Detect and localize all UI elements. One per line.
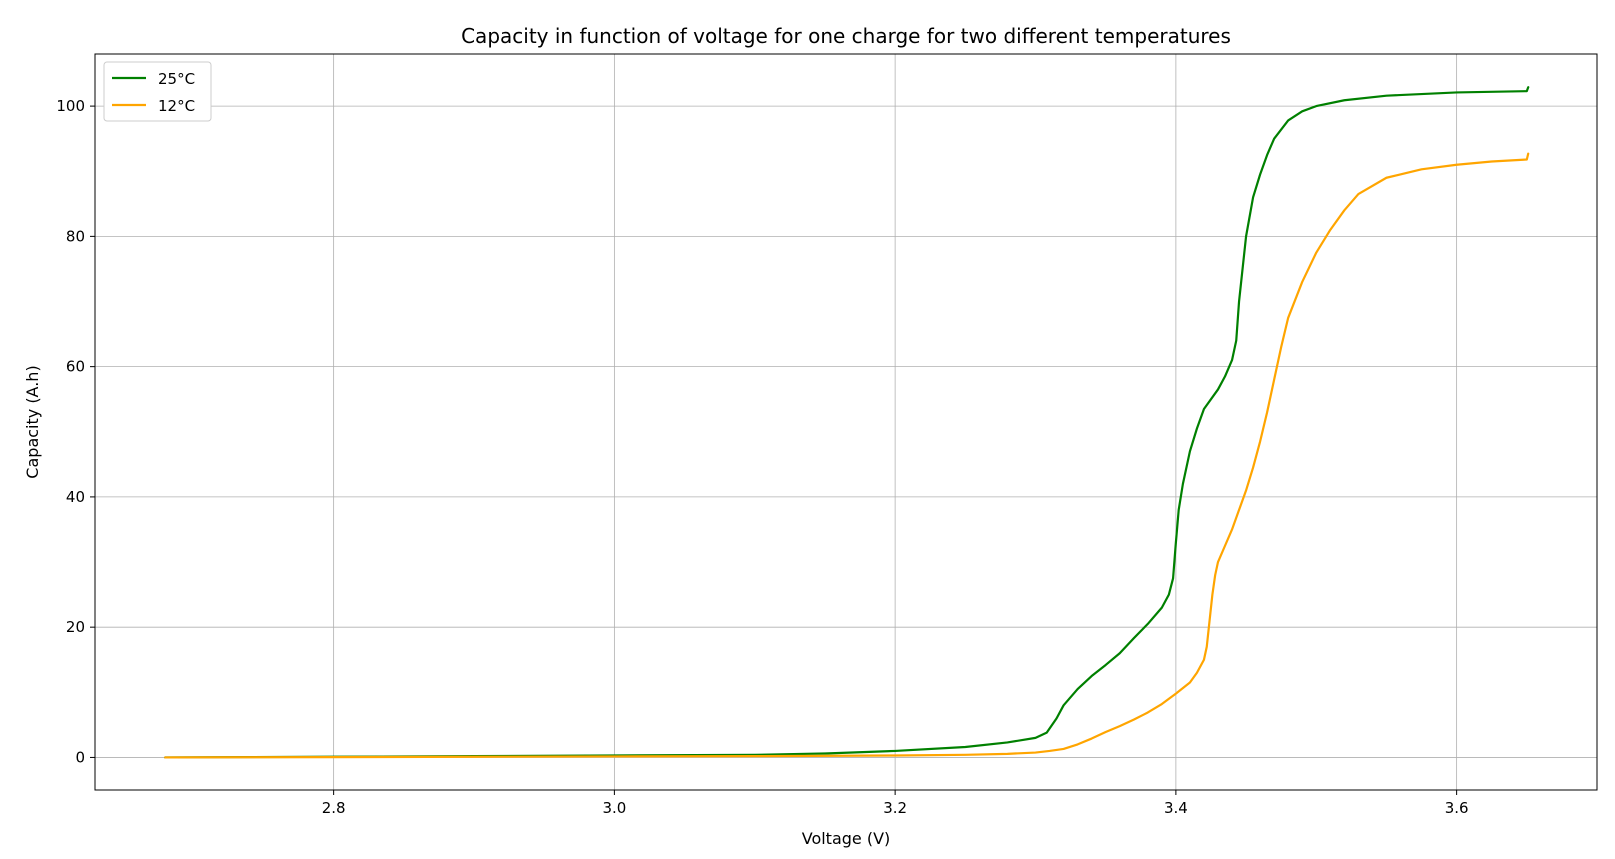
x-tick-label: 3.2	[883, 799, 907, 817]
x-tick-label: 3.4	[1164, 799, 1188, 817]
x-axis-label: Voltage (V)	[802, 829, 891, 848]
y-tick-label: 100	[56, 97, 85, 115]
legend-box	[103, 61, 212, 122]
axis-ticks: 2.8 3.0 3.2 3.4 3.6 0 20 40 60 80 100	[56, 97, 1468, 817]
series-lines	[164, 86, 1530, 759]
y-tick-label: 60	[66, 358, 85, 376]
series-line-12c	[164, 152, 1530, 759]
x-tick-label: 3.6	[1445, 799, 1469, 817]
grid-lines	[95, 54, 1597, 790]
plot-area-frame	[94, 53, 1598, 791]
series-line-25c	[164, 86, 1530, 759]
x-tick-label: 3.0	[602, 799, 626, 817]
y-tick-label: 80	[66, 227, 85, 245]
chart-title: Capacity in function of voltage for one …	[461, 24, 1231, 48]
legend-label-12c: 12°C	[158, 97, 195, 115]
y-axis-label: Capacity (A.h)	[23, 365, 42, 478]
y-tick-label: 20	[66, 618, 85, 636]
y-tick-label: 40	[66, 488, 85, 506]
x-tick-label: 2.8	[322, 799, 346, 817]
y-tick-label: 0	[75, 748, 85, 766]
legend-label-25c: 25°C	[158, 70, 195, 88]
legend: 25°C 12°C	[103, 61, 212, 122]
